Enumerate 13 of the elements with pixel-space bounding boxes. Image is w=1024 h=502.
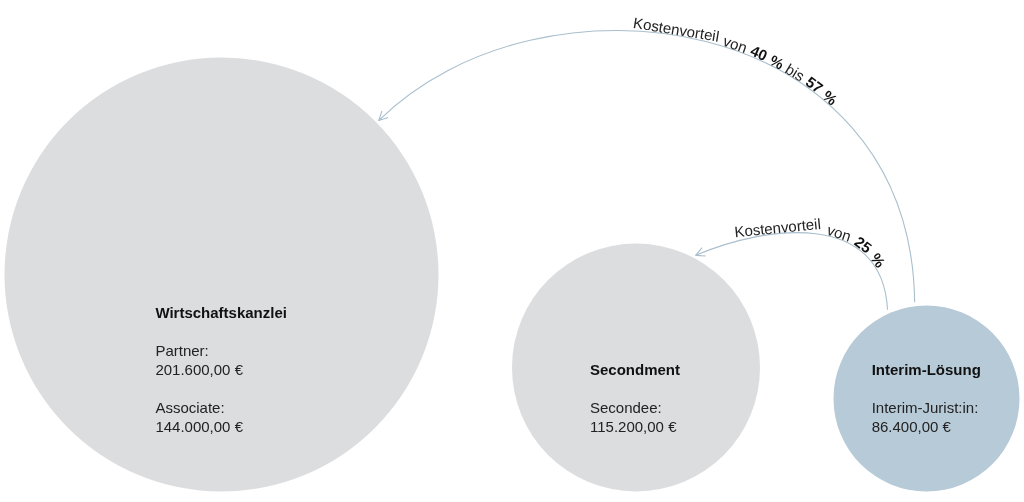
category-label: Interim-Lösung <box>871 361 981 378</box>
series-label: Secondee: <box>590 399 662 416</box>
text: Associate: <box>155 399 225 416</box>
category-label: Secondment <box>590 361 681 378</box>
data-label: 115.200,00 € <box>590 418 678 435</box>
category-label: Wirtschaftskanzlei <box>155 304 287 321</box>
text: Kostenvorteil von 40 % bis 57 % <box>632 13 841 109</box>
series-label: Interim-Jurist:in: <box>871 399 979 416</box>
data-label: 86.400,00 € <box>871 418 952 435</box>
data-label: 201.600,00 € <box>155 361 244 378</box>
series-label: Partner: <box>155 342 209 359</box>
text: Kostenvorteil von 25 % <box>733 214 889 271</box>
data-label: 144.000,00 € <box>155 418 244 435</box>
